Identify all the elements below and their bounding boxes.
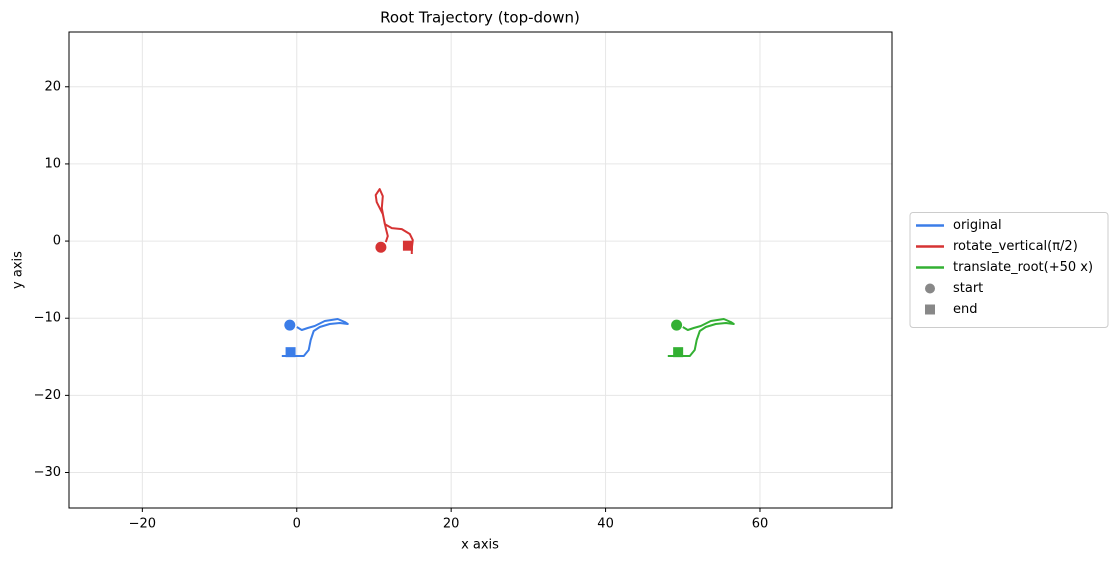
y-tick-label: −10: [34, 311, 61, 326]
trajectory-line: [667, 318, 735, 357]
legend-label: end: [953, 302, 978, 317]
legend-label: start: [953, 281, 983, 296]
x-tick-label: 0: [293, 517, 301, 532]
y-tick-label: 10: [44, 156, 61, 171]
legend-marker: [925, 283, 935, 294]
y-axis-label: y axis: [11, 251, 26, 289]
x-axis-label: x axis: [461, 538, 499, 553]
end-marker: [673, 347, 684, 358]
start-marker: [671, 319, 683, 331]
end-marker: [285, 347, 296, 358]
legend-label: translate_root(+50 x): [953, 260, 1093, 275]
x-tick-label: 60: [752, 517, 769, 532]
y-tick-label: 0: [53, 234, 61, 249]
x-tick-label: 40: [597, 517, 614, 532]
x-tick-label: −20: [129, 517, 156, 532]
chart-title: Root Trajectory (top-down): [380, 9, 580, 27]
y-tick-label: −20: [34, 388, 61, 403]
legend-label: original: [953, 218, 1002, 233]
trajectory-line: [281, 318, 349, 357]
y-tick-label: −30: [34, 465, 61, 480]
legend-marker: [925, 304, 935, 315]
y-tick-label: 20: [44, 79, 61, 94]
end-marker: [402, 240, 413, 251]
legend-label: rotate_vertical(π/2): [953, 239, 1078, 254]
x-tick-label: 20: [443, 517, 460, 532]
start-marker: [284, 319, 296, 331]
trajectory-line: [374, 188, 414, 254]
legend-box: [909, 212, 1109, 328]
start-marker: [375, 241, 387, 253]
plot-frame: [68, 31, 893, 509]
